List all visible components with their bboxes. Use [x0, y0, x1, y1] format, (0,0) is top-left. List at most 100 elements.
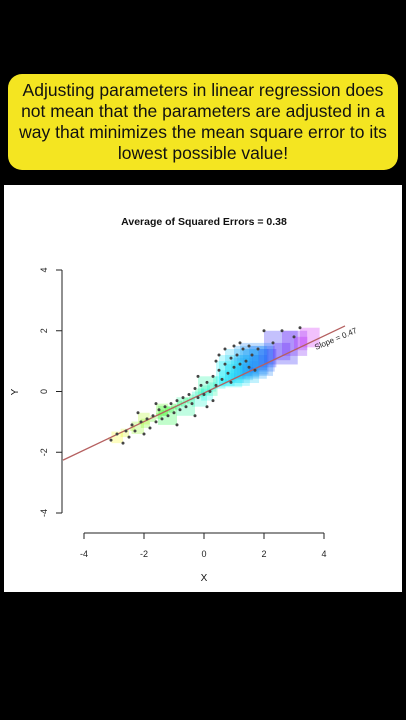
error-square: [174, 404, 180, 410]
error-square: [252, 355, 268, 371]
error-square: [140, 418, 150, 428]
data-point: [193, 414, 197, 418]
x-tick-label: 2: [261, 549, 266, 559]
y-tick-label: 4: [39, 267, 49, 272]
x-axis-label: X: [201, 573, 208, 584]
error-square: [240, 342, 273, 376]
error-square: [165, 406, 170, 412]
data-point: [154, 420, 158, 424]
data-point: [247, 344, 251, 348]
data-points: [109, 326, 302, 445]
error-square: [201, 388, 213, 401]
data-point: [238, 341, 242, 345]
data-point: [214, 383, 218, 387]
data-point: [145, 417, 149, 421]
data-point: [127, 435, 131, 439]
error-square: [177, 400, 183, 406]
data-point: [232, 365, 236, 369]
data-point: [262, 329, 266, 333]
data-point: [154, 402, 158, 406]
data-point: [271, 341, 275, 345]
error-square: [187, 398, 192, 404]
error-square: [258, 348, 277, 368]
data-point: [175, 423, 179, 427]
data-point: [136, 411, 140, 415]
data-point: [205, 380, 209, 384]
data-point: [190, 402, 194, 406]
data-point: [220, 377, 224, 381]
data-point: [238, 362, 242, 366]
data-point: [178, 408, 182, 412]
error-square: [168, 407, 174, 413]
regression-line: [62, 325, 346, 461]
error-square: [222, 379, 228, 385]
chart-title: Average of Squared Errors = 0.38: [121, 216, 287, 228]
data-point: [214, 359, 218, 363]
y-tick-label: 0: [39, 389, 49, 394]
y-axis-label: Y: [10, 388, 21, 395]
plot-panel: -4 -2 0 2 4 -4 -2 0 2 4 Average of Squared Errors…: [4, 185, 402, 592]
error-square: [195, 388, 204, 398]
data-point: [205, 405, 209, 409]
x-tick-label: 0: [201, 549, 206, 559]
data-point: [280, 329, 284, 333]
data-point: [244, 359, 248, 363]
data-point: [208, 390, 212, 393]
x-tick-label: 4: [321, 549, 326, 559]
error-square: [282, 330, 308, 356]
data-point: [202, 393, 206, 397]
data-point: [121, 441, 125, 445]
data-point: [184, 405, 188, 409]
caption-text: Adjusting parameters in linear regressio…: [19, 80, 387, 163]
data-point: [217, 353, 221, 357]
error-square: [225, 364, 244, 384]
error-square: [246, 361, 258, 374]
error-square: [198, 376, 218, 396]
data-point: [115, 432, 119, 436]
data-point: [223, 362, 227, 366]
error-square: [234, 367, 246, 379]
y-tick-label: -4: [39, 509, 49, 517]
data-point: [253, 368, 257, 372]
data-point: [247, 365, 251, 369]
error-square: [228, 373, 237, 382]
data-point: [196, 374, 200, 378]
data-point: [256, 347, 260, 351]
data-point: [187, 393, 191, 397]
error-square: [180, 401, 186, 407]
caption-banner: Adjusting parameters in linear regressio…: [8, 74, 398, 170]
error-square: [249, 367, 254, 372]
data-point: [211, 374, 215, 378]
error-square: [300, 327, 320, 348]
error-square: [159, 409, 164, 415]
data-point: [223, 347, 227, 351]
error-square: [129, 425, 135, 431]
error-square: [156, 413, 162, 419]
x-tick-label: -4: [80, 549, 88, 559]
x-tick-label: -2: [140, 549, 148, 559]
y-tick-label: 2: [39, 328, 49, 333]
data-point: [193, 386, 197, 390]
error-squares: [108, 327, 320, 444]
error-square: [219, 355, 250, 386]
data-point: [232, 344, 236, 348]
error-square: [240, 364, 252, 376]
data-point: [211, 399, 215, 403]
data-point: [250, 353, 254, 357]
data-point: [139, 420, 143, 424]
data-point: [172, 411, 176, 415]
error-square: [108, 437, 111, 441]
data-point: [175, 399, 179, 403]
data-point: [157, 408, 161, 412]
data-point: [298, 326, 302, 330]
error-square: [162, 410, 168, 416]
data-point: [229, 380, 233, 384]
error-square: [149, 415, 156, 422]
data-point: [163, 405, 167, 409]
data-point: [181, 396, 185, 400]
data-point: [199, 383, 203, 387]
data-point: [124, 429, 128, 433]
data-point: [292, 335, 296, 339]
data-point: [109, 438, 113, 442]
error-square: [120, 428, 129, 438]
